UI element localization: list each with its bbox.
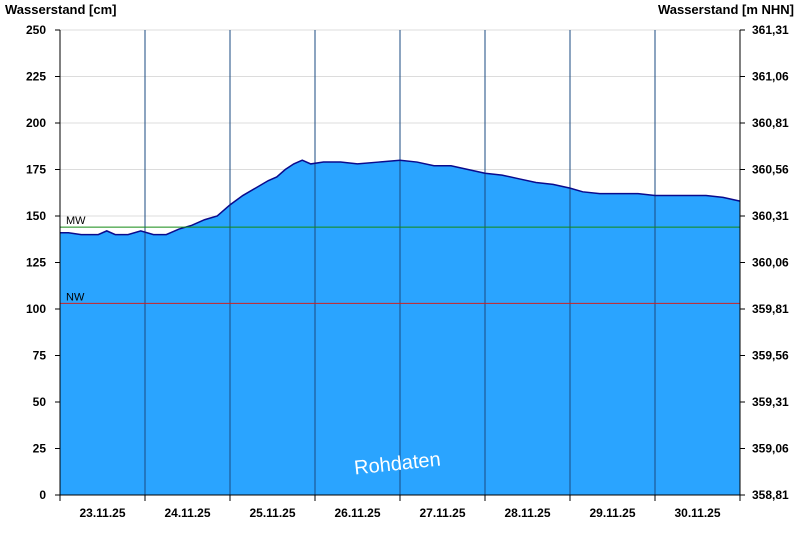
left-tick-label: 200 (26, 116, 46, 130)
left-axis-title: Wasserstand [cm] (5, 2, 117, 17)
right-tick-label: 359,56 (752, 349, 789, 363)
x-tick-label: 28.11.25 (504, 506, 550, 520)
water-level-line (60, 159, 741, 236)
right-tick-label: 359,81 (752, 302, 789, 316)
x-tick-label: 29.11.25 (589, 506, 635, 520)
left-tick-label: 75 (33, 349, 47, 363)
right-tick-label: 361,31 (752, 23, 789, 37)
right-tick-label: 359,31 (752, 395, 789, 409)
left-tick-label: 125 (26, 256, 46, 270)
reference-lines: MW NW (60, 215, 740, 304)
x-tick-label: 25.11.25 (249, 506, 295, 520)
left-tick-label: 225 (26, 70, 46, 84)
left-tick-label: 175 (26, 163, 46, 177)
left-tick-label: 0 (39, 488, 46, 502)
left-tick-label: 250 (26, 23, 46, 37)
x-tick-label: 30.11.25 (674, 506, 720, 520)
left-tick-label: 100 (26, 302, 46, 316)
x-tick-label: 27.11.25 (419, 506, 465, 520)
ref-label-mw: MW (66, 215, 86, 227)
right-tick-label: 358,81 (752, 488, 789, 502)
right-tick-label: 360,06 (752, 256, 789, 270)
right-tick-label: 360,56 (752, 163, 789, 177)
x-tick-label: 24.11.25 (164, 506, 210, 520)
right-axis-title: Wasserstand [m NHN] (657, 2, 794, 17)
x-tick-label: 26.11.25 (334, 506, 380, 520)
right-tick-label: 361,06 (752, 70, 789, 84)
left-tick-label: 50 (33, 395, 47, 409)
left-tick-label: 25 (33, 442, 47, 456)
day-separators (144, 30, 656, 495)
left-tick-label: 150 (26, 209, 46, 223)
right-tick-label: 360,31 (752, 209, 789, 223)
axes: 0 358,81 25 359,06 50 359,31 75 359,56 100 359,81… (26, 23, 789, 520)
right-tick-label: 359,06 (752, 442, 789, 456)
x-tick-label: 23.11.25 (79, 506, 125, 520)
right-tick-label: 360,81 (752, 116, 789, 130)
ref-label-nw: NW (66, 291, 85, 303)
